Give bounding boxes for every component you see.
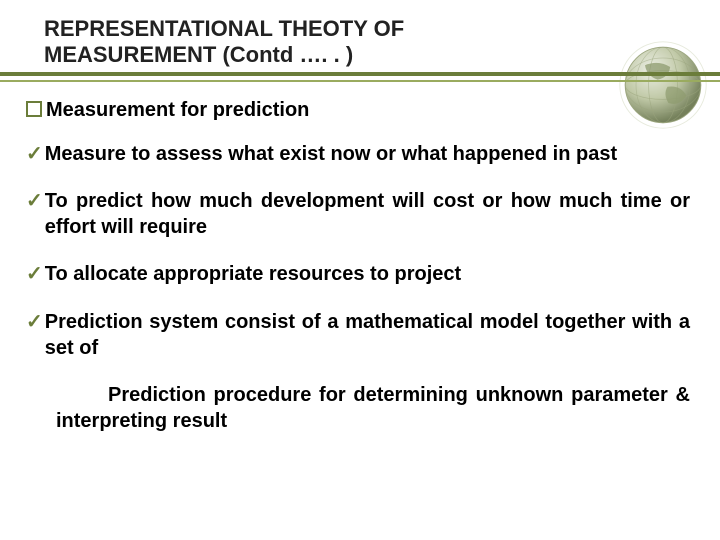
title-rule-thin: [0, 80, 720, 82]
title-rule-thick: [0, 72, 720, 76]
bullet-text: To predict how much development will cos…: [45, 189, 690, 240]
content-area: Measurement for prediction ✓ Measure to …: [0, 92, 720, 434]
checkmark-icon: ✓: [26, 310, 43, 335]
bullet-item: ✓ Measure to assess what exist now or wh…: [26, 142, 690, 168]
bullet-text: To allocate appropriate resources to pro…: [45, 262, 690, 288]
square-bullet-icon: [26, 101, 42, 117]
heading-text: Measurement for prediction: [46, 98, 690, 124]
bullet-item: ✓ To allocate appropriate resources to p…: [26, 262, 690, 288]
checkmark-icon: ✓: [26, 142, 43, 167]
continuation-paragraph: Prediction procedure for determining unk…: [56, 383, 690, 434]
bullet-item: ✓ Prediction system consist of a mathema…: [26, 310, 690, 361]
title-region: REPRESENTATIONAL THEOTY OF MEASUREMENT (…: [0, 0, 720, 92]
slide-title: REPRESENTATIONAL THEOTY OF MEASUREMENT (…: [44, 16, 720, 69]
bullet-text: Prediction system consist of a mathemati…: [45, 310, 690, 361]
title-line2: MEASUREMENT (Contd …. . ): [44, 42, 353, 67]
section-heading: Measurement for prediction: [26, 98, 690, 124]
bullet-text: Measure to assess what exist now or what…: [45, 142, 690, 168]
checkmark-icon: ✓: [26, 189, 43, 214]
bullet-item: ✓ To predict how much development will c…: [26, 189, 690, 240]
title-line1: REPRESENTATIONAL THEOTY OF: [44, 16, 404, 41]
checkmark-icon: ✓: [26, 262, 43, 287]
